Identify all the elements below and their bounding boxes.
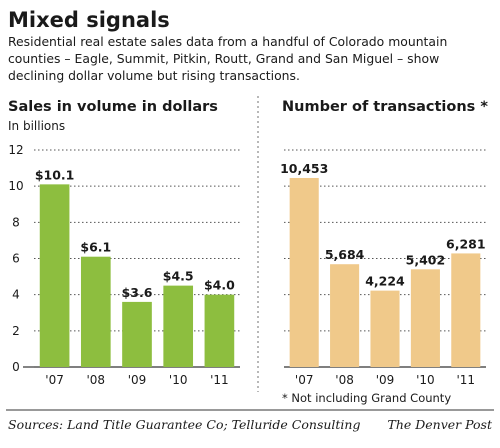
sales-category-label: '08 [87, 373, 106, 387]
subtitle-line-3: declining dollar volume but rising trans… [8, 68, 300, 83]
transactions-chart: 10,453 '07 5,684 '08 4,224 '09 5,402 '10 6,281 '1… [280, 149, 486, 387]
sales-y-tick-label: 4 [12, 288, 20, 302]
sales-bar [39, 184, 70, 367]
sales-category-label: '11 [210, 373, 229, 387]
transactions-category-label: '08 [335, 373, 354, 387]
sales-bar [122, 301, 152, 367]
left-chart-title: Sales in volume in dollars [8, 99, 218, 115]
transactions-bar [289, 177, 319, 367]
sales-y-tick-label: 10 [8, 179, 23, 193]
transactions-category-label: '10 [416, 373, 435, 387]
transactions-category-label: '07 [295, 373, 314, 387]
graphic-title: Mixed signals [8, 8, 170, 32]
sales-bar [204, 294, 235, 367]
transactions-bar [330, 264, 360, 367]
transactions-bar [410, 269, 440, 367]
transactions-category-label: '11 [457, 373, 476, 387]
sales-y-tick-label: 0 [12, 360, 20, 374]
sales-volume-chart: 0 2 4 6 8 10 12 $10.1 '07 $6.1 '08 $3.6 '09 $4.5 '10 $4… [8, 143, 240, 387]
sales-y-tick-label: 6 [12, 252, 20, 266]
sales-category-label: '09 [128, 373, 147, 387]
subtitle-line-1: Residential real estate sales data from … [8, 34, 447, 49]
sales-value-label: $10.1 [35, 167, 75, 182]
transactions-footnote: * Not including Grand County [282, 391, 451, 405]
transactions-value-label: 6,281 [446, 236, 486, 251]
sales-value-label: $6.1 [80, 240, 111, 255]
sales-category-label: '07 [45, 373, 64, 387]
credit-text: The Denver Post [387, 417, 492, 432]
transactions-bar [451, 253, 481, 367]
transactions-category-label: '09 [376, 373, 395, 387]
sales-y-tick-label: 8 [12, 215, 20, 229]
transactions-value-label: 10,453 [280, 161, 328, 176]
sales-value-label: $4.5 [163, 269, 194, 284]
sales-bar [80, 256, 111, 367]
transactions-value-label: 5,684 [325, 247, 365, 262]
transactions-value-label: 4,224 [365, 274, 405, 289]
sources-text: Sources: Land Title Guarantee Co; Tellur… [8, 417, 360, 432]
sales-value-label: $3.6 [122, 285, 153, 300]
right-chart-title: Number of transactions * [282, 99, 488, 115]
transactions-bar [370, 290, 400, 367]
subtitle-line-2: counties – Eagle, Summit, Pitkin, Routt,… [8, 51, 439, 66]
sales-y-tick-label: 12 [8, 143, 23, 157]
sales-y-tick-label: 2 [12, 324, 20, 338]
transactions-value-label: 5,402 [406, 252, 446, 267]
sales-category-label: '10 [169, 373, 188, 387]
left-chart-unit: In billions [8, 119, 65, 133]
sales-bar [163, 285, 194, 367]
sales-value-label: $4.0 [204, 278, 235, 293]
